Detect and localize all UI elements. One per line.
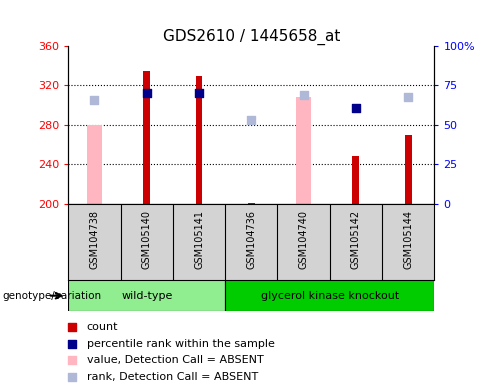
Point [68, 374, 76, 380]
Point [143, 90, 151, 96]
Text: value, Detection Call = ABSENT: value, Detection Call = ABSENT [86, 356, 263, 366]
Text: percentile rank within the sample: percentile rank within the sample [86, 339, 274, 349]
Bar [87, 125, 102, 204]
Text: GSM105140: GSM105140 [142, 210, 152, 269]
Point [68, 341, 76, 347]
Text: GSM105142: GSM105142 [351, 210, 361, 269]
Text: GSM105141: GSM105141 [194, 210, 204, 269]
Point [300, 92, 307, 98]
Point [195, 90, 203, 96]
Point [247, 117, 255, 123]
Point [352, 105, 360, 111]
Text: genotype/variation: genotype/variation [2, 291, 102, 301]
Text: glycerol kinase knockout: glycerol kinase knockout [261, 291, 399, 301]
Text: GSM105144: GSM105144 [403, 210, 413, 269]
Bar [248, 202, 255, 204]
Bar [196, 76, 203, 204]
Title: GDS2610 / 1445658_at: GDS2610 / 1445658_at [163, 28, 340, 45]
Bar [352, 156, 359, 204]
Text: count: count [86, 322, 118, 332]
Bar [405, 135, 411, 204]
Text: wild-type: wild-type [121, 291, 172, 301]
Bar [143, 71, 150, 204]
Bar [68, 280, 225, 311]
Text: GSM104736: GSM104736 [246, 210, 256, 269]
Text: GSM104740: GSM104740 [299, 210, 308, 269]
Point [68, 324, 76, 330]
Point [91, 97, 99, 103]
Bar [225, 280, 434, 311]
Bar [296, 97, 311, 204]
Text: GSM104738: GSM104738 [89, 210, 100, 269]
Point [404, 94, 412, 100]
Text: rank, Detection Call = ABSENT: rank, Detection Call = ABSENT [86, 372, 258, 382]
Point [68, 358, 76, 364]
